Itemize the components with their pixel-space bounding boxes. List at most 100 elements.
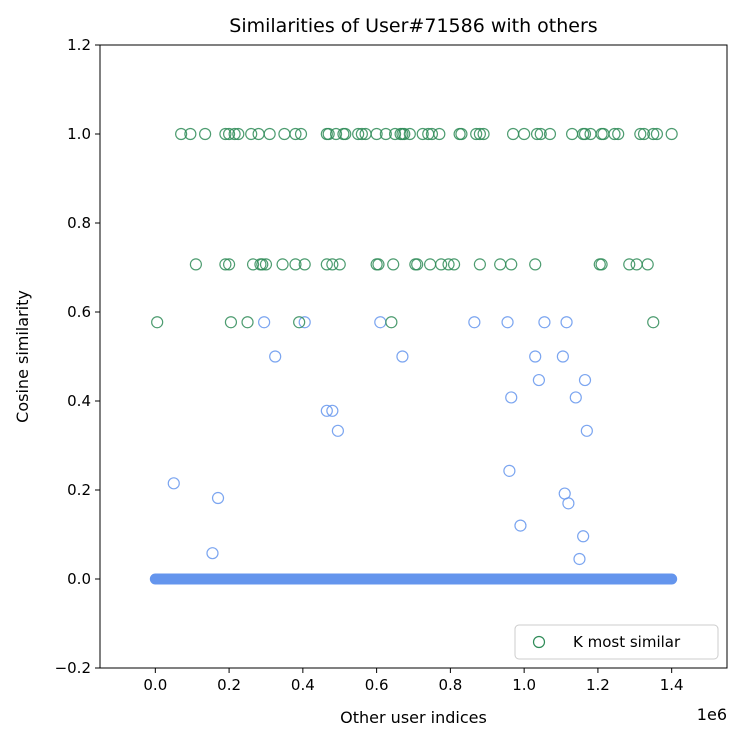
topk-point	[665, 127, 678, 141]
topk-point	[379, 127, 392, 141]
topk-point	[637, 127, 651, 141]
legend: K most similar	[514, 624, 719, 660]
topk-point	[447, 258, 461, 271]
topk-point	[320, 258, 333, 271]
similarity-point	[501, 316, 514, 329]
y-tick-label: 0.0	[67, 570, 91, 588]
y-axis-label: Cosine similarity	[13, 290, 32, 423]
topk-point	[259, 258, 273, 271]
topk-point	[175, 127, 188, 141]
topk-point	[630, 258, 643, 271]
similarity-point	[396, 350, 409, 363]
topk-point	[241, 316, 254, 329]
similarity-point	[562, 497, 575, 510]
topk-point	[224, 316, 238, 329]
similarity-point	[258, 316, 271, 329]
x-tick-label: 0.4	[291, 676, 315, 694]
topk-point	[403, 127, 416, 141]
x-tick-label: 1.4	[660, 676, 684, 694]
topk-point	[355, 127, 368, 141]
x-axis-ticks: 0.0 0.2 0.4 0.6 0.8 1.0 1.2 1.4	[143, 668, 684, 694]
x-tick-label: 0.0	[143, 676, 167, 694]
topk-point	[289, 127, 302, 141]
topk-point	[423, 258, 437, 271]
similarity-point	[505, 391, 518, 404]
topk-point	[352, 127, 365, 141]
topk-point	[245, 127, 258, 141]
topk-point	[416, 127, 429, 141]
topk-point	[623, 258, 636, 271]
topk-point	[219, 258, 232, 271]
topk-point	[647, 316, 660, 329]
topk-point	[326, 258, 339, 271]
x-axis-label: Other user indices	[340, 708, 487, 727]
topk-point	[184, 127, 197, 141]
similarity-point	[326, 404, 339, 417]
topk-point	[293, 316, 306, 329]
topk-point	[387, 258, 400, 271]
topk-point	[222, 258, 236, 271]
similarity-point	[578, 373, 592, 387]
similarity-point	[577, 530, 590, 543]
similarity-point	[560, 316, 573, 329]
topk-point	[256, 258, 269, 271]
topk-point	[322, 127, 335, 141]
topk-point	[641, 258, 654, 271]
topk-point	[530, 127, 544, 141]
topk-point	[595, 258, 608, 271]
topk-point	[398, 127, 411, 141]
plot-area	[99, 44, 728, 669]
similarity-point	[269, 350, 282, 363]
y-tick-label: 0.2	[67, 481, 91, 499]
topk-point	[650, 127, 664, 141]
x-axis-offset-label: 1e6	[697, 705, 727, 724]
topk-point	[151, 316, 164, 329]
topk-point	[477, 127, 490, 141]
similarity-point	[211, 491, 225, 505]
similarity-point	[320, 404, 333, 417]
points-layer	[151, 127, 678, 566]
similarity-point	[580, 424, 593, 437]
topk-point	[534, 127, 547, 141]
topk-point	[370, 127, 383, 141]
topk-point	[518, 127, 531, 141]
similarity-point	[503, 464, 516, 477]
topk-point	[222, 127, 236, 141]
y-tick-label: 1.0	[67, 125, 91, 143]
similarity-point	[331, 424, 344, 437]
topk-point	[333, 258, 346, 271]
y-tick-label: 0.8	[67, 214, 91, 232]
topk-point	[494, 258, 507, 271]
axes-frame	[99, 44, 728, 669]
baseline-band-fill	[149, 573, 678, 585]
topk-point	[612, 127, 625, 141]
legend-marker	[532, 635, 546, 649]
y-tick-label: 0.6	[67, 303, 91, 321]
x-tick-label: 0.6	[365, 676, 389, 694]
topk-point	[252, 127, 265, 141]
similarity-point	[374, 316, 387, 329]
topk-point	[608, 127, 621, 141]
x-tick-label: 1.0	[512, 676, 536, 694]
similarity-point	[206, 547, 219, 560]
topk-point	[647, 127, 660, 141]
topk-point	[199, 127, 212, 141]
topk-point	[289, 258, 302, 271]
topk-point	[565, 127, 579, 141]
x-tick-label: 1.2	[586, 676, 610, 694]
topk-point	[276, 258, 289, 271]
x-tick-label: 0.8	[438, 676, 462, 694]
topk-point	[298, 258, 311, 271]
topk-point	[228, 127, 241, 141]
similarity-point	[514, 519, 527, 532]
topk-point	[473, 127, 486, 141]
topk-point	[219, 127, 232, 141]
topk-point	[435, 258, 448, 271]
topk-point	[329, 127, 343, 141]
topk-point	[385, 316, 398, 329]
topk-point	[425, 127, 439, 141]
similarity-point	[573, 552, 586, 566]
topk-point	[232, 127, 245, 141]
similarity-point	[298, 316, 311, 329]
similarity-point	[529, 350, 542, 363]
